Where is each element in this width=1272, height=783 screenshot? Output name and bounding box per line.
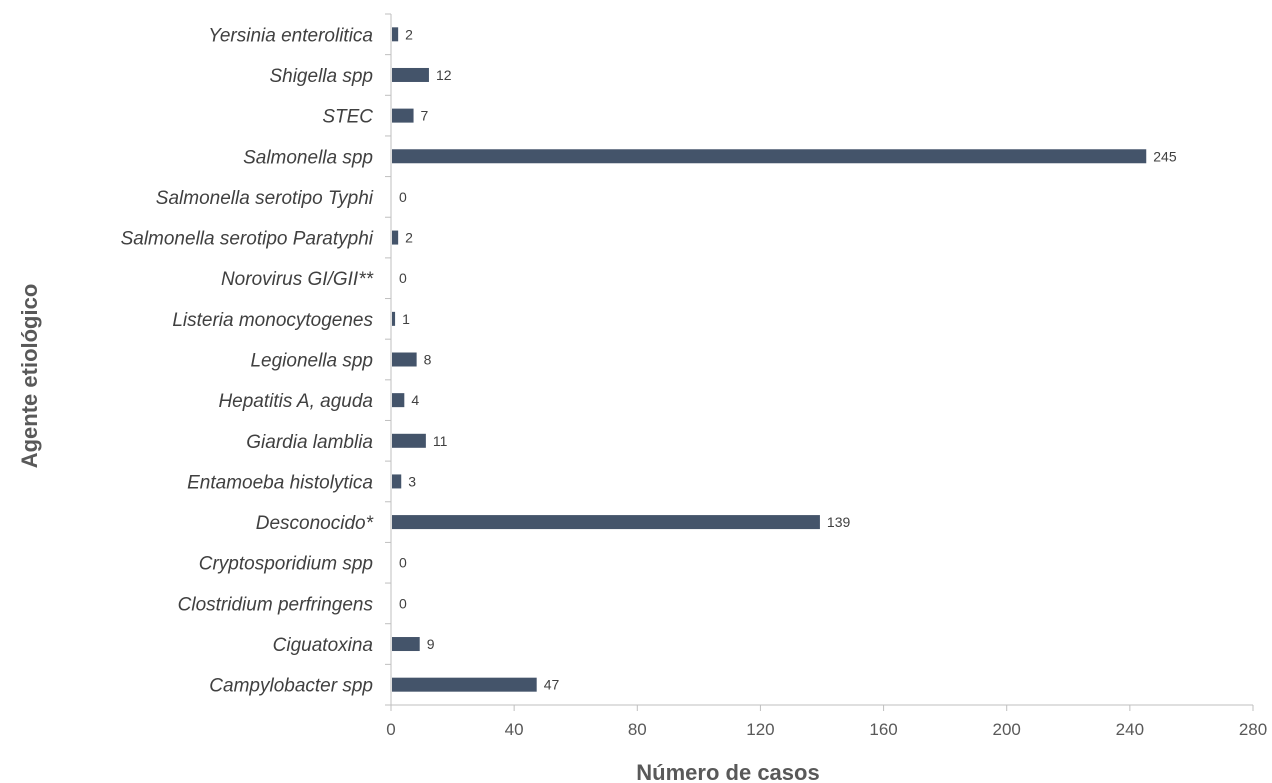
data-label: 0: [399, 189, 407, 205]
data-label: 4: [411, 392, 419, 408]
x-tick-label: 0: [386, 720, 395, 739]
category-label: Clostridium perfringens: [178, 594, 374, 615]
category-label: Hepatitis A, aguda: [218, 391, 373, 412]
category-label: Entamoeba histolytica: [187, 472, 373, 493]
data-label: 0: [399, 270, 407, 286]
category-label: Desconocido*: [256, 513, 374, 534]
bar: [392, 230, 399, 245]
x-tick-label: 40: [505, 720, 524, 739]
bar: [392, 108, 414, 123]
bar: [392, 393, 405, 408]
data-label: 7: [421, 108, 429, 124]
data-label: 2: [405, 26, 413, 42]
bar: [392, 149, 1147, 164]
data-label: 47: [544, 677, 560, 693]
x-tick-label: 120: [746, 720, 774, 739]
bar: [392, 27, 399, 42]
data-label: 2: [405, 230, 413, 246]
bar: [392, 515, 820, 530]
bar: [392, 677, 537, 692]
data-label: 139: [827, 514, 851, 530]
bar: [392, 474, 402, 489]
category-label: Campylobacter spp: [209, 676, 373, 697]
bar: [392, 311, 396, 326]
data-label: 9: [427, 636, 435, 652]
category-label: Legionella spp: [250, 351, 373, 372]
x-tick-label: 280: [1239, 720, 1267, 739]
x-tick-label: 80: [628, 720, 647, 739]
bar: [392, 433, 426, 448]
category-label: Salmonella spp: [243, 147, 373, 168]
category-label: Listeria monocytogenes: [172, 310, 373, 331]
category-label: STEC: [322, 107, 373, 128]
bar: [392, 67, 429, 82]
category-label: Shigella spp: [269, 66, 373, 87]
category-label: Norovirus GI/GII**: [221, 269, 374, 290]
data-label: 11: [433, 433, 448, 449]
data-label: 8: [424, 352, 432, 368]
category-label: Ciguatoxina: [273, 635, 373, 656]
category-label: Salmonella serotipo Typhi: [156, 188, 374, 209]
x-tick-label: 200: [993, 720, 1021, 739]
category-label: Salmonella serotipo Paratyphi: [121, 229, 374, 250]
data-label: 0: [399, 555, 407, 571]
bar: [392, 352, 417, 367]
x-tick-label: 160: [869, 720, 897, 739]
data-label: 1: [402, 311, 410, 327]
category-label: Cryptosporidium spp: [199, 554, 373, 575]
category-label: Yersinia enterolitica: [208, 25, 373, 46]
data-label: 0: [399, 595, 407, 611]
data-label: 245: [1153, 148, 1177, 164]
x-tick-label: 240: [1116, 720, 1144, 739]
data-label: 12: [436, 67, 452, 83]
data-label: 3: [408, 473, 416, 489]
category-label: Giardia lamblia: [246, 432, 373, 453]
x-axis-title: Número de casos: [636, 760, 819, 783]
bar: [392, 637, 420, 652]
y-axis-title: Agente etiológico: [17, 284, 42, 469]
